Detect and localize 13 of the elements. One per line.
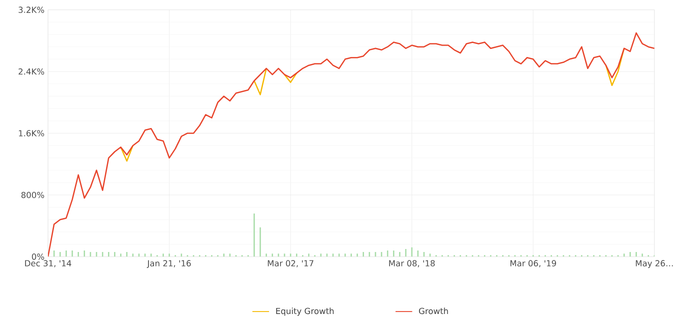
legend-label: Equity Growth xyxy=(276,308,334,316)
x-tick-label: Mar 02, '17 xyxy=(268,260,314,268)
y-tick-label: 2.4K% xyxy=(18,68,44,75)
x-tick-label: Mar 08, '18 xyxy=(389,260,435,268)
y-tick-label: 1.6K% xyxy=(18,130,44,136)
y-tick-label: 3.2K% xyxy=(18,6,44,13)
legend-label: Growth xyxy=(419,308,448,314)
x-tick-label: Jan 21, '16 xyxy=(146,260,191,268)
x-tick-label: Mar 06, '19 xyxy=(510,260,556,268)
y-tick-label: 800% xyxy=(21,192,44,198)
y-tick-label: 0% xyxy=(32,253,44,260)
x-tick-label: May 26… xyxy=(636,260,673,268)
x-tick-label: Dec 31, '14 xyxy=(25,260,72,268)
